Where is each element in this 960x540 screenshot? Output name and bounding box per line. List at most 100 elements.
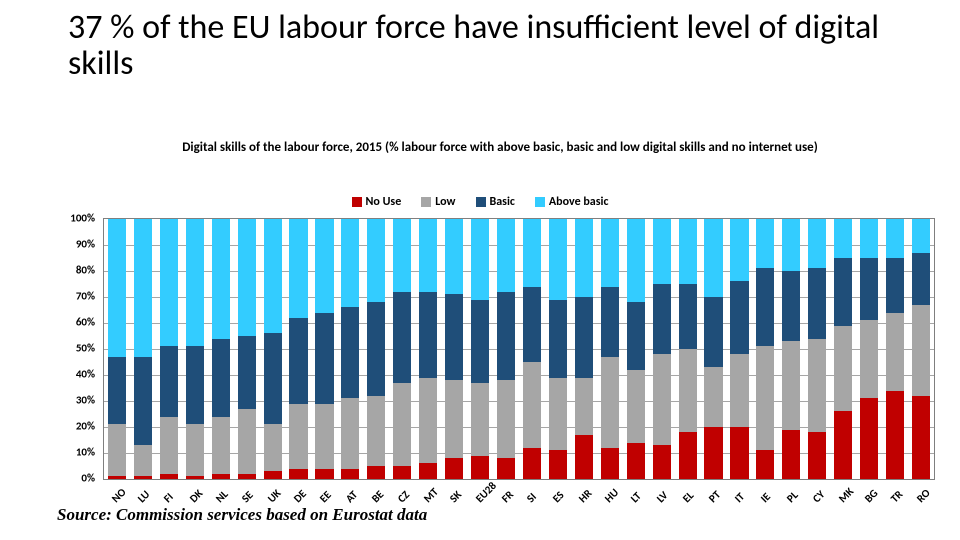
bar-slot — [182, 219, 208, 479]
bar-segment-no_use — [160, 474, 178, 479]
y-tick-label: 20% — [76, 420, 95, 433]
slide-title: 37 % of the EU labour force have insuffi… — [68, 10, 888, 81]
stacked-bar — [367, 219, 385, 479]
bar-slot — [363, 219, 389, 479]
bar-segment-basic — [393, 292, 411, 383]
bar-segment-basic — [860, 258, 878, 320]
bar-segment-low — [212, 417, 230, 474]
bar-segment-no_use — [860, 398, 878, 479]
x-tick-label: HU — [602, 486, 621, 505]
bar-segment-low — [238, 409, 256, 474]
x-tick-label: NO — [109, 486, 129, 506]
bar-segment-no_use — [393, 466, 411, 479]
bar-slot — [856, 219, 882, 479]
bar-segment-above — [445, 219, 463, 294]
bar-slot — [908, 219, 934, 479]
stacked-bar — [886, 219, 904, 479]
bar-slot — [260, 219, 286, 479]
legend-item: Low — [421, 195, 455, 209]
legend-swatch — [352, 197, 362, 207]
bar-segment-basic — [264, 333, 282, 424]
x-tick-label: EE — [317, 488, 334, 505]
bar-segment-low — [393, 383, 411, 466]
bar-segment-low — [108, 424, 126, 476]
legend-item: Above basic — [535, 195, 609, 209]
legend-swatch — [421, 197, 431, 207]
bar-segment-basic — [679, 284, 697, 349]
bar-segment-basic — [627, 302, 645, 370]
bar-segment-above — [341, 219, 359, 307]
bar-segment-above — [238, 219, 256, 336]
stacked-bar — [756, 219, 774, 479]
bar-slot — [727, 219, 753, 479]
bar-segment-basic — [601, 287, 619, 357]
stacked-bar — [523, 219, 541, 479]
bar-segment-low — [704, 367, 722, 427]
bar-slot — [830, 219, 856, 479]
bar-segment-low — [264, 424, 282, 471]
bar-segment-basic — [886, 258, 904, 313]
bar-segment-above — [575, 219, 593, 297]
bar-segment-low — [523, 362, 541, 448]
bar-segment-basic — [289, 318, 307, 404]
bar-segment-low — [367, 396, 385, 466]
x-tick-label: AT — [343, 488, 360, 505]
bar-segment-above — [315, 219, 333, 313]
x-tick-label: TR — [888, 488, 905, 505]
bar-segment-basic — [471, 300, 489, 383]
bar-slot — [156, 219, 182, 479]
bar-slot — [804, 219, 830, 479]
bar-segment-basic — [523, 287, 541, 362]
bar-segment-low — [679, 349, 697, 432]
bar-segment-no_use — [523, 448, 541, 479]
bar-segment-no_use — [419, 463, 437, 479]
bar-segment-no_use — [756, 450, 774, 479]
stacked-bar — [730, 219, 748, 479]
bar-segment-basic — [808, 268, 826, 338]
bar-segment-low — [471, 383, 489, 456]
bar-slot — [597, 219, 623, 479]
legend-item: No Use — [352, 195, 402, 209]
y-tick-label: 50% — [76, 342, 95, 355]
stacked-bar — [704, 219, 722, 479]
stacked-bar — [108, 219, 126, 479]
bar-segment-low — [730, 354, 748, 427]
chart-subtitle: Digital skills of the labour force, 2015… — [150, 140, 850, 156]
stacked-bar — [393, 219, 411, 479]
bar-segment-above — [756, 219, 774, 268]
bar-segment-low — [808, 339, 826, 433]
bar-segment-basic — [730, 281, 748, 354]
stacked-bar — [212, 219, 230, 479]
bar-segment-above — [679, 219, 697, 284]
bar-slot — [467, 219, 493, 479]
y-tick-label: 100% — [70, 212, 95, 225]
bar-segment-above — [653, 219, 671, 284]
bar-segment-basic — [160, 346, 178, 416]
stacked-bar — [419, 219, 437, 479]
bar-segment-low — [860, 320, 878, 398]
x-tick-label: LT — [628, 489, 644, 505]
bar-segment-no_use — [679, 432, 697, 479]
x-tick-label: HR — [576, 487, 594, 505]
bar-segment-above — [264, 219, 282, 333]
bar-segment-no_use — [108, 476, 126, 479]
bar-segment-basic — [782, 271, 800, 341]
bar-segment-above — [860, 219, 878, 258]
x-tick-label: FR — [499, 488, 516, 505]
bar-segment-above — [808, 219, 826, 268]
bars-container — [104, 219, 934, 479]
bar-segment-low — [549, 378, 567, 451]
bar-segment-no_use — [264, 471, 282, 479]
bar-slot — [441, 219, 467, 479]
bar-segment-low — [341, 398, 359, 468]
bar-segment-basic — [704, 297, 722, 367]
bar-segment-no_use — [367, 466, 385, 479]
bar-segment-basic — [756, 268, 774, 346]
bar-segment-no_use — [549, 450, 567, 479]
y-tick-label: 10% — [76, 446, 95, 459]
bar-segment-basic — [549, 300, 567, 378]
stacked-bar — [679, 219, 697, 479]
bar-segment-no_use — [289, 469, 307, 479]
bar-segment-above — [134, 219, 152, 357]
bar-segment-basic — [445, 294, 463, 380]
